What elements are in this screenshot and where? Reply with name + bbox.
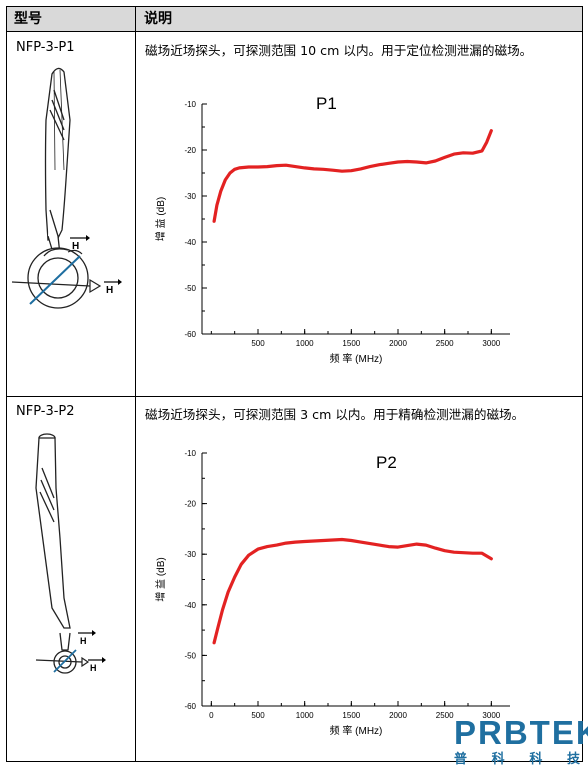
- chart-title: P1: [316, 94, 337, 113]
- h-field-label: H: [72, 241, 79, 252]
- probe-illustration: H H: [11, 67, 122, 309]
- x-tick-label: 500: [251, 711, 265, 720]
- y-tick-label: -40: [184, 601, 196, 610]
- x-tick-label: 2000: [389, 711, 407, 720]
- y-axis-label: 增 益 (dB): [154, 557, 167, 601]
- x-tick-label: 0: [209, 711, 214, 720]
- y-tick-label: -30: [184, 550, 196, 559]
- table-border-bottom: [6, 761, 583, 762]
- data-series-line: [212, 537, 493, 645]
- h-field-label: H: [90, 663, 97, 673]
- logo-char: 技: [566, 752, 580, 767]
- table-border-top: [6, 6, 583, 7]
- gain-chart: -10 -20 -30 -40 -50 -60 0 500 1000 1500 2000 2500 30…: [154, 449, 510, 737]
- y-tick-label: -30: [184, 192, 196, 201]
- table-border-left: [6, 6, 7, 762]
- table-border-header: [6, 31, 583, 32]
- description: 磁场近场探头，可探测范围 10 cm 以内。用于定位检测泄漏的磁场。: [145, 43, 533, 58]
- model-name: NFP-3-P2: [16, 404, 75, 419]
- header-model: 型号: [14, 11, 42, 27]
- logo-chinese: 普 科 科 技: [454, 748, 580, 767]
- x-axis-label: 频 率 (MHz): [330, 724, 383, 737]
- x-tick-label: 2500: [436, 711, 454, 720]
- chart-title: P2: [376, 453, 397, 472]
- x-tick-label: 1000: [296, 711, 314, 720]
- data-series-line: [212, 129, 493, 223]
- x-tick-label: 2500: [436, 339, 454, 348]
- y-axis-label: 增 益 (dB): [154, 197, 167, 241]
- y-tick-label: -60: [184, 702, 196, 711]
- y-tick-label: -20: [184, 146, 196, 155]
- x-tick-label: 2000: [389, 339, 407, 348]
- y-tick-label: -40: [184, 238, 196, 247]
- y-tick-label: -50: [184, 651, 196, 660]
- logo-char: 科: [491, 752, 505, 767]
- h-field-label: H: [106, 285, 113, 296]
- table-header: [6, 6, 583, 31]
- y-tick-label: -60: [184, 330, 196, 339]
- description: 磁场近场探头，可探测范围 3 cm 以内。用于精确检测泄漏的磁场。: [145, 407, 525, 422]
- y-tick-label: -50: [184, 284, 196, 293]
- y-tick-label: -10: [184, 100, 196, 109]
- probe-illustration: H H: [35, 433, 106, 674]
- table-border-middle: [135, 6, 136, 762]
- logo-char: 普: [454, 752, 468, 767]
- prbtek-logo: PRBTEK 普 科 科 技: [454, 716, 588, 767]
- x-tick-label: 3000: [482, 711, 500, 720]
- table-border-row: [6, 396, 583, 397]
- h-field-label: H: [80, 636, 87, 646]
- header-description: 说明: [144, 11, 172, 27]
- gain-chart: -10 -20 -30 -40 -50 -60 500 1000 1500 2000 2500 300…: [154, 94, 510, 365]
- x-tick-label: 500: [251, 339, 265, 348]
- logo-char: 科: [529, 752, 543, 767]
- logo-wordmark: PRBTEK: [454, 714, 588, 751]
- x-tick-label: 1500: [342, 339, 360, 348]
- x-tick-label: 1500: [342, 711, 360, 720]
- x-axis-label: 频 率 (MHz): [330, 352, 383, 365]
- x-tick-label: 1000: [296, 339, 314, 348]
- y-tick-label: -20: [184, 500, 196, 509]
- y-tick-label: -10: [184, 449, 196, 458]
- table-border-right: [582, 6, 583, 762]
- model-name: NFP-3-P1: [16, 40, 75, 55]
- x-tick-label: 3000: [482, 339, 500, 348]
